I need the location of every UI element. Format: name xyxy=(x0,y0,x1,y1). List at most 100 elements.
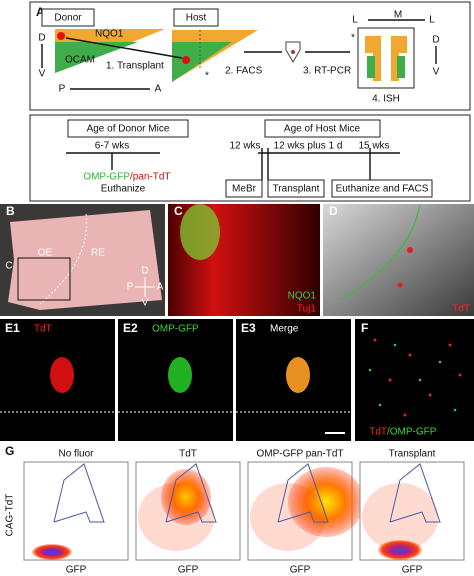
axis-v: V xyxy=(39,69,46,80)
panel-f: F TdT /OMP-GFP xyxy=(355,319,474,441)
star: * xyxy=(351,33,355,44)
cells xyxy=(373,338,462,417)
step: 4. ISH xyxy=(372,94,400,105)
plot-title: Transplant xyxy=(389,449,436,460)
host-label: Host xyxy=(186,13,207,24)
graft xyxy=(182,56,190,64)
x-axis-label: GFP xyxy=(178,565,199,576)
stain-label: NQO1 xyxy=(288,291,317,302)
axis-m: M xyxy=(394,10,402,21)
ocam-zone xyxy=(55,42,138,73)
step: 3. RT-PCR xyxy=(303,66,351,77)
panel-a: A Donor NQO1 OCAM D V P A Host * 1. Tran… xyxy=(29,1,471,111)
host-age: 12 wks plus 1 d xyxy=(274,141,343,152)
cell xyxy=(397,282,403,288)
axis-p: P xyxy=(59,84,66,95)
panel-b: B OE RE C D P A V xyxy=(0,204,165,316)
event-box xyxy=(225,179,263,198)
donor-line: /pan-TdT xyxy=(130,172,171,183)
cells xyxy=(50,357,74,393)
event-cloud xyxy=(161,469,211,525)
gate xyxy=(53,463,105,523)
ocam-label: OCAM xyxy=(65,55,95,66)
label-box xyxy=(264,119,381,138)
nqo1-signal xyxy=(180,204,220,260)
cell xyxy=(407,247,413,253)
donor-line: OMP-GFP xyxy=(83,172,130,183)
compass-label: P xyxy=(127,282,134,293)
host-event: Euthanize and FACS xyxy=(336,184,429,195)
stain-label: Tuj1 xyxy=(297,304,317,315)
oe-label: OE xyxy=(38,248,53,259)
plot-title: OMP-GFP pan-TdT xyxy=(256,449,343,460)
flow-plots: No fluor GFP TdT GFP OMP-GFP pan-TdT GFP Trans… xyxy=(23,449,465,576)
panel-label: A xyxy=(36,5,45,19)
event-cloud xyxy=(288,467,364,537)
axis-l: L xyxy=(429,15,435,26)
host-ocam xyxy=(172,42,232,82)
cells xyxy=(291,50,295,54)
micrograph xyxy=(355,319,474,441)
stain-label: /OMP-GFP xyxy=(387,427,437,438)
panel-label: E3 xyxy=(241,321,256,335)
y-axis-label: CAG-TdT xyxy=(5,494,16,537)
cells xyxy=(368,343,457,412)
step: 1. Transplant xyxy=(106,61,164,72)
re-label: RE xyxy=(91,248,105,259)
host-event: MeBr xyxy=(232,184,257,195)
donor-action: Euthanize xyxy=(101,184,146,195)
panel-g: G CAG-TdT No fluor GFP TdT GFP OMP-GFP pan-T… xyxy=(5,444,465,576)
ish-tissue xyxy=(365,36,407,81)
step: 2. FACS xyxy=(225,66,263,77)
axis-v: V xyxy=(433,67,440,78)
stain-label: TdT xyxy=(34,324,52,335)
panel-d: D TdT xyxy=(323,203,474,316)
host-age: 12 wks xyxy=(229,141,260,152)
panel-label: E1 xyxy=(5,321,20,335)
graft-site xyxy=(57,32,65,40)
plot-title: TdT xyxy=(179,449,197,460)
x-axis-label: GFP xyxy=(66,565,87,576)
cells xyxy=(168,357,192,393)
cells xyxy=(286,357,310,393)
x-axis-label: GFP xyxy=(290,565,311,576)
event-scatter xyxy=(362,483,438,551)
donor-age: 6-7 wks xyxy=(95,141,129,152)
inset-label: C xyxy=(5,261,12,272)
label-box xyxy=(173,8,219,27)
panel-label: G xyxy=(5,444,14,458)
panel-label: F xyxy=(361,321,368,335)
event-scatter xyxy=(250,483,326,551)
label-box xyxy=(41,8,95,27)
star: * xyxy=(205,71,209,82)
inset-box xyxy=(17,257,71,301)
label-box xyxy=(67,119,189,138)
event-cloud xyxy=(32,544,72,560)
event-scatter xyxy=(138,483,214,551)
timeline: Age of Donor Mice 6-7 wks OMP-GFP /pan-T… xyxy=(29,114,471,202)
donor-title: Age of Donor Mice xyxy=(87,124,170,135)
axis-l: L xyxy=(352,15,358,26)
axis-d: D xyxy=(432,35,439,46)
tissue xyxy=(8,210,162,310)
event-box xyxy=(331,179,433,198)
donor-label: Donor xyxy=(54,13,82,24)
host-event: Transplant xyxy=(273,184,320,195)
x-axis-label: GFP xyxy=(402,565,423,576)
panel-c: C NQO1 Tuj1 xyxy=(168,204,320,316)
host-age: 15 wks xyxy=(358,141,389,152)
axis-d: D xyxy=(38,33,45,44)
compass-label: V xyxy=(142,298,149,309)
host-title: Age of Host Mice xyxy=(284,124,361,135)
stain-label: TdT xyxy=(369,427,387,438)
compass-label: D xyxy=(141,266,148,277)
panel-label: B xyxy=(6,204,15,218)
event-box xyxy=(267,179,325,198)
boundary xyxy=(339,203,421,301)
plot-area xyxy=(23,461,129,561)
axis-a: A xyxy=(155,84,162,95)
arrow xyxy=(65,37,183,59)
gate xyxy=(277,463,329,523)
event-cloud xyxy=(378,540,422,560)
